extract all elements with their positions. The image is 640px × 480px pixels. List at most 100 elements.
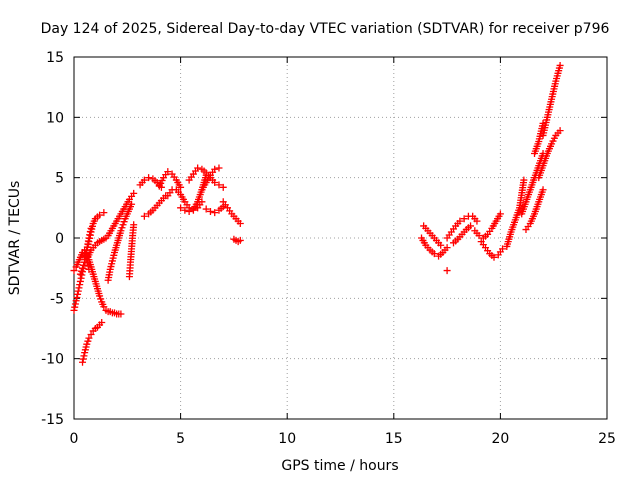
data-point bbox=[130, 189, 138, 197]
data-point bbox=[117, 227, 125, 235]
data-point bbox=[185, 207, 193, 215]
data-point bbox=[76, 270, 84, 278]
series-arc-32 bbox=[531, 119, 547, 158]
data-point-interp bbox=[118, 224, 126, 232]
data-point-interp bbox=[86, 231, 94, 239]
data-point bbox=[70, 306, 78, 314]
data-point bbox=[85, 334, 93, 342]
x-tick-label: 25 bbox=[598, 431, 616, 447]
series-arc-31 bbox=[539, 61, 564, 139]
data-point bbox=[85, 238, 93, 246]
series-arc-9 bbox=[125, 221, 138, 281]
data-point-interp bbox=[77, 267, 85, 275]
data-point bbox=[119, 221, 127, 229]
data-point bbox=[430, 250, 438, 258]
data-point bbox=[473, 217, 481, 225]
data-point bbox=[181, 206, 189, 214]
data-point bbox=[236, 220, 244, 228]
axis-ticks: 0 5 10 15 20 25 -15 -10 -5 0 5 10 15 bbox=[41, 50, 616, 447]
data-point bbox=[556, 127, 564, 135]
data-point bbox=[219, 183, 227, 191]
data-point-interp bbox=[76, 281, 84, 289]
series-arc-29 bbox=[522, 186, 547, 234]
data-point-interp bbox=[71, 300, 79, 308]
series-arc-27 bbox=[503, 176, 528, 250]
data-point bbox=[72, 297, 80, 305]
series-arc-20 bbox=[418, 234, 451, 260]
data-point-interp bbox=[84, 337, 92, 345]
data-point bbox=[74, 287, 82, 295]
x-tick-label: 15 bbox=[385, 431, 403, 447]
y-tick-label: 15 bbox=[46, 50, 64, 66]
data-point bbox=[100, 209, 108, 217]
series-arc-18 bbox=[219, 198, 244, 228]
series-arc-26 bbox=[477, 238, 507, 261]
data-point bbox=[496, 210, 504, 218]
series-arc-23 bbox=[443, 212, 481, 242]
data-point-interp bbox=[74, 290, 82, 298]
y-tick-label: 0 bbox=[55, 231, 64, 247]
x-tick-label: 0 bbox=[70, 431, 79, 447]
y-tick-label: -15 bbox=[41, 412, 64, 428]
x-tick-label: 10 bbox=[278, 431, 296, 447]
data-point-interp bbox=[97, 295, 105, 303]
chart-title: Day 124 of 2025, Sidereal Day-to-day VTE… bbox=[41, 21, 610, 37]
data-point-interp bbox=[80, 352, 88, 360]
data-point bbox=[211, 165, 219, 173]
data-point bbox=[145, 174, 153, 182]
series-arc-25 bbox=[471, 210, 504, 242]
data-point-interp bbox=[120, 218, 128, 226]
series-arc-22 bbox=[443, 267, 451, 275]
series-arc-3 bbox=[79, 318, 106, 366]
series-arc-24 bbox=[449, 222, 475, 247]
data-point bbox=[98, 318, 106, 326]
data-point bbox=[70, 267, 78, 275]
data-point bbox=[211, 178, 219, 186]
data-point bbox=[215, 181, 223, 189]
data-point bbox=[96, 292, 104, 300]
data-point bbox=[211, 209, 219, 217]
data-point bbox=[164, 168, 172, 176]
data-point bbox=[130, 221, 138, 229]
data-point-interp bbox=[73, 294, 81, 302]
data-point bbox=[556, 61, 564, 69]
data-point-interp bbox=[71, 303, 79, 311]
data-point bbox=[87, 331, 95, 339]
y-tick-label: 5 bbox=[55, 171, 64, 187]
data-point bbox=[539, 119, 547, 127]
series-arc-16 bbox=[198, 164, 223, 194]
series-arc-8 bbox=[104, 189, 138, 240]
data-point bbox=[236, 236, 244, 244]
data-point bbox=[456, 217, 464, 225]
data-point bbox=[460, 215, 468, 223]
data-point bbox=[437, 241, 445, 249]
data-point bbox=[520, 176, 528, 184]
data-point bbox=[539, 186, 547, 194]
y-tick-label: -5 bbox=[50, 291, 64, 307]
data-point-interp bbox=[77, 274, 85, 282]
series-arc-30 bbox=[535, 127, 564, 182]
data-point bbox=[215, 164, 223, 172]
data-point bbox=[177, 204, 185, 212]
data-point bbox=[140, 212, 148, 220]
data-points bbox=[70, 61, 564, 366]
data-point bbox=[490, 253, 498, 261]
series-arc-19 bbox=[230, 235, 244, 246]
data-point bbox=[177, 183, 185, 191]
series-arc-6 bbox=[83, 250, 125, 318]
series-arc-4 bbox=[81, 209, 108, 260]
data-point bbox=[100, 303, 108, 311]
data-point bbox=[76, 277, 84, 285]
data-point bbox=[117, 310, 125, 318]
data-point bbox=[83, 250, 91, 258]
series-arc-10 bbox=[136, 174, 165, 191]
y-tick-label: -10 bbox=[41, 352, 64, 368]
plot-frame bbox=[73, 56, 608, 420]
data-point bbox=[96, 211, 104, 219]
data-point bbox=[79, 264, 87, 272]
data-point-interp bbox=[75, 284, 83, 292]
series-arc-7 bbox=[104, 200, 136, 284]
data-point bbox=[194, 164, 202, 172]
data-point bbox=[83, 340, 91, 348]
